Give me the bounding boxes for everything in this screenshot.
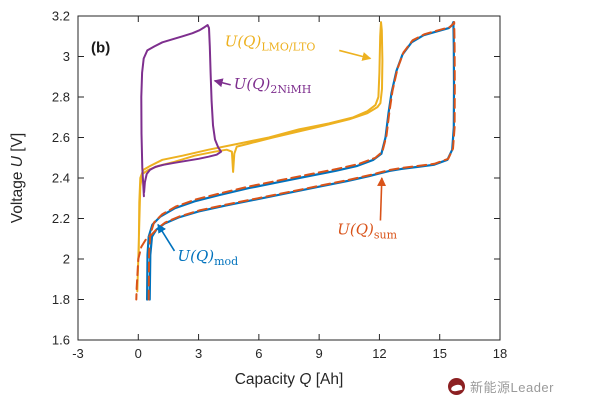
x-tick-label: 3 bbox=[195, 346, 202, 361]
label-sum-arrow bbox=[377, 177, 387, 221]
label-mod: U(Q)mod bbox=[177, 247, 238, 268]
y-axis-label: Voltage U [V] bbox=[9, 133, 26, 224]
label-2nimh-arrow bbox=[213, 78, 231, 88]
x-tick-label: -3 bbox=[72, 346, 84, 361]
label-2nimh: U(Q)2NiMH bbox=[234, 75, 312, 96]
y-tick-label: 3.2 bbox=[52, 9, 70, 24]
watermark: 新能源Leader bbox=[448, 377, 554, 396]
x-tick-label: 0 bbox=[135, 346, 142, 361]
y-tick-label: 2 bbox=[63, 252, 70, 267]
label-lmo-lto: U(Q)LMO/LTO bbox=[225, 32, 316, 53]
panel-label: (b) bbox=[91, 39, 110, 56]
watermark-logo-icon bbox=[448, 378, 465, 395]
label-sum: U(Q)sum bbox=[337, 221, 397, 242]
label-mod-arrow bbox=[157, 223, 176, 252]
x-tick-label: 6 bbox=[255, 346, 262, 361]
y-tick-label: 2.6 bbox=[52, 130, 70, 145]
y-tick-label: 3 bbox=[63, 49, 70, 64]
y-tick-label: 2.8 bbox=[52, 90, 70, 105]
x-tick-label: 12 bbox=[372, 346, 386, 361]
y-tick-label: 2.4 bbox=[52, 171, 70, 186]
y-tick-label: 1.6 bbox=[52, 333, 70, 348]
y-tick-label: 1.8 bbox=[52, 292, 70, 307]
x-axis-label: Capacity Q [Ah] bbox=[235, 371, 344, 388]
label-lmo-lto-arrow bbox=[339, 49, 372, 61]
series-nimh bbox=[140, 24, 223, 198]
x-tick-label: 15 bbox=[432, 346, 446, 361]
x-tick-label: 18 bbox=[493, 346, 507, 361]
y-tick-label: 2.2 bbox=[52, 211, 70, 226]
x-tick-label: 9 bbox=[316, 346, 323, 361]
series-sum bbox=[135, 21, 456, 301]
watermark-text: 新能源Leader bbox=[470, 380, 554, 395]
